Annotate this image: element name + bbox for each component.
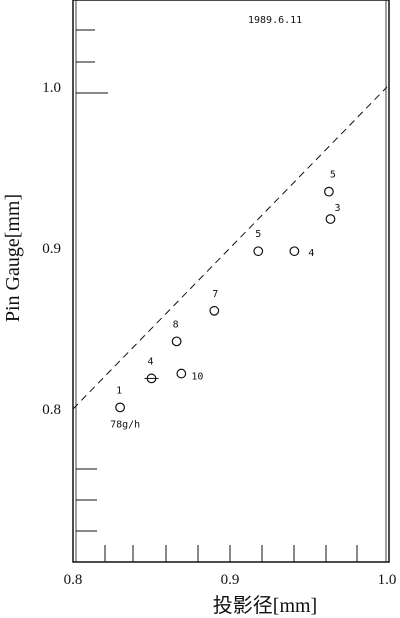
data-point	[176, 368, 187, 379]
y-tick-label: 1.0	[42, 80, 61, 96]
point-label: 5	[255, 229, 261, 240]
reference-line	[72, 86, 388, 410]
point-label: 10	[191, 372, 203, 383]
data-point	[325, 214, 336, 224]
point-label: 1	[116, 385, 122, 396]
x-tick-label: 1.0	[378, 572, 397, 588]
point-label: 7	[212, 289, 218, 300]
point-note: 78g/h	[110, 419, 140, 430]
point-label: 4	[148, 356, 154, 367]
y-axis-title: Pin Gauge[mm]	[2, 194, 24, 322]
plot-frame	[72, 0, 390, 563]
point-label: 4	[308, 248, 314, 259]
data-point	[209, 305, 220, 316]
x-tick-label: 0.9	[221, 572, 240, 588]
point-label: 3	[334, 203, 340, 214]
y-tick-label: 0.9	[42, 241, 61, 257]
data-point	[253, 246, 264, 257]
point-label: 8	[173, 319, 179, 330]
data-point	[115, 402, 125, 413]
x-tick-label: 0.8	[64, 572, 83, 588]
x-axis-title: 投影径[mm]	[213, 594, 317, 617]
data-points: 1 78g/h 4 8 10 7 5 4 5 3	[110, 170, 340, 431]
y-tick-label: 0.8	[42, 402, 61, 418]
date-annotation: 1989.6.11	[248, 15, 302, 26]
point-label: 5	[330, 170, 336, 181]
tick-labels: 0.8 0.9 1.0 0.8 0.9 1.0	[42, 80, 396, 588]
data-point	[289, 246, 300, 257]
tick-marks	[76, 29, 358, 562]
data-point	[324, 186, 334, 197]
data-point	[171, 336, 182, 347]
